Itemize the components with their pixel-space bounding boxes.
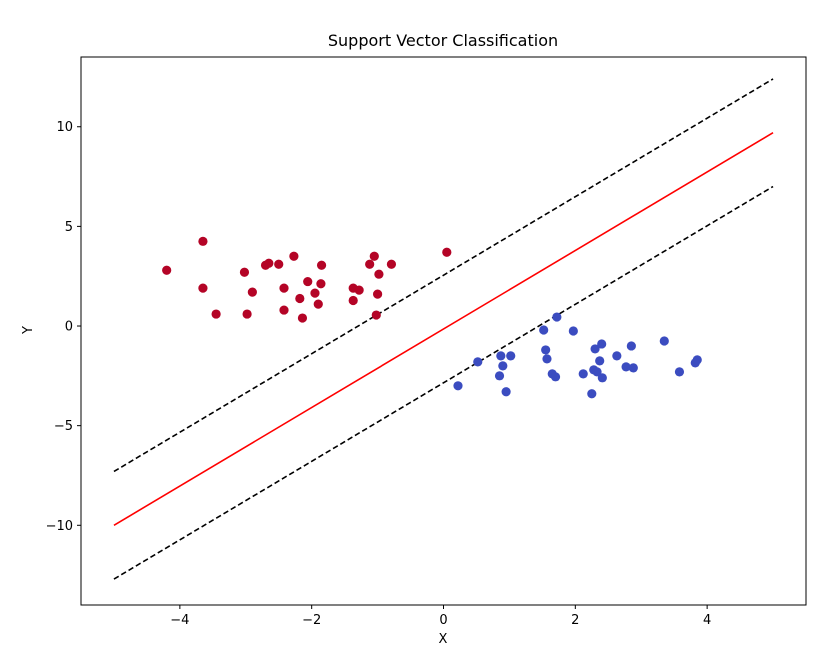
point-class-red [365, 259, 375, 269]
point-class-blue [597, 339, 607, 349]
y-tick-label: 10 [56, 120, 73, 135]
point-class-red [348, 295, 358, 306]
point-class-blue [628, 363, 638, 373]
x-tick-label: −2 [302, 613, 321, 628]
point-class-red [198, 283, 208, 293]
point-class-blue [659, 336, 669, 346]
point-class-red [279, 305, 289, 315]
point-class-red [162, 265, 172, 275]
point-class-red [279, 283, 289, 293]
point-class-red [295, 293, 305, 304]
x-tick-label: 4 [703, 613, 711, 628]
point-class-blue [612, 351, 622, 361]
point-class-blue [506, 351, 516, 361]
point-class-blue [590, 344, 600, 354]
point-class-blue [541, 345, 551, 355]
point-class-blue [568, 326, 578, 336]
point-class-red [316, 260, 327, 270]
point-class-blue [595, 356, 605, 366]
point-class-red [289, 251, 299, 261]
margin-upper-line [113, 78, 774, 473]
point-class-red [313, 299, 323, 309]
point-class-blue [473, 357, 483, 367]
point-class-blue [626, 341, 636, 351]
point-class-red [242, 309, 252, 319]
point-class-red [274, 259, 284, 269]
point-class-red [239, 267, 250, 277]
point-class-red [371, 310, 381, 320]
point-class-blue [621, 362, 631, 372]
point-class-red [386, 259, 397, 269]
point-class-blue [496, 351, 506, 361]
x-tick-label: 0 [439, 613, 447, 628]
decision-boundary-line [113, 132, 774, 526]
y-axis-label: Y [21, 326, 36, 335]
point-class-blue [542, 354, 552, 364]
point-class-blue [498, 361, 508, 371]
point-class-blue [453, 381, 463, 391]
point-class-red [374, 269, 384, 279]
margin-lower-line [113, 185, 774, 580]
point-class-blue [674, 367, 685, 377]
chart-title: Support Vector Classification [328, 31, 558, 50]
y-tick-label: −5 [54, 419, 73, 434]
x-axis-label: X [439, 632, 448, 647]
point-class-blue [552, 312, 562, 322]
point-class-blue [692, 355, 702, 365]
points-layer [162, 236, 702, 399]
point-class-blue [539, 325, 549, 335]
x-tick-label: −4 [170, 613, 189, 628]
ticks-layer: −4 −2 0 2 4 −10 −5 0 5 10 [46, 120, 712, 628]
y-tick-label: 5 [65, 220, 73, 235]
point-class-red [316, 279, 326, 289]
point-class-red [354, 285, 364, 295]
point-class-red [198, 236, 208, 246]
point-class-red [264, 258, 274, 268]
point-class-blue [550, 372, 561, 382]
point-class-red [297, 313, 308, 323]
point-class-red [303, 276, 313, 287]
point-class-red [310, 288, 320, 298]
x-tick-label: 2 [571, 613, 579, 628]
point-class-red [442, 247, 452, 257]
point-class-blue [592, 367, 602, 377]
point-class-blue [501, 387, 511, 397]
point-class-red [211, 309, 221, 319]
y-tick-label: −10 [46, 519, 73, 534]
point-class-blue [597, 373, 607, 383]
y-tick-label: 0 [65, 320, 73, 335]
point-class-red [372, 289, 383, 299]
lines-layer [113, 78, 774, 580]
point-class-red [369, 251, 379, 261]
point-class-blue [494, 371, 505, 381]
point-class-blue [587, 389, 597, 399]
point-class-red [247, 287, 257, 297]
point-class-blue [578, 369, 588, 379]
